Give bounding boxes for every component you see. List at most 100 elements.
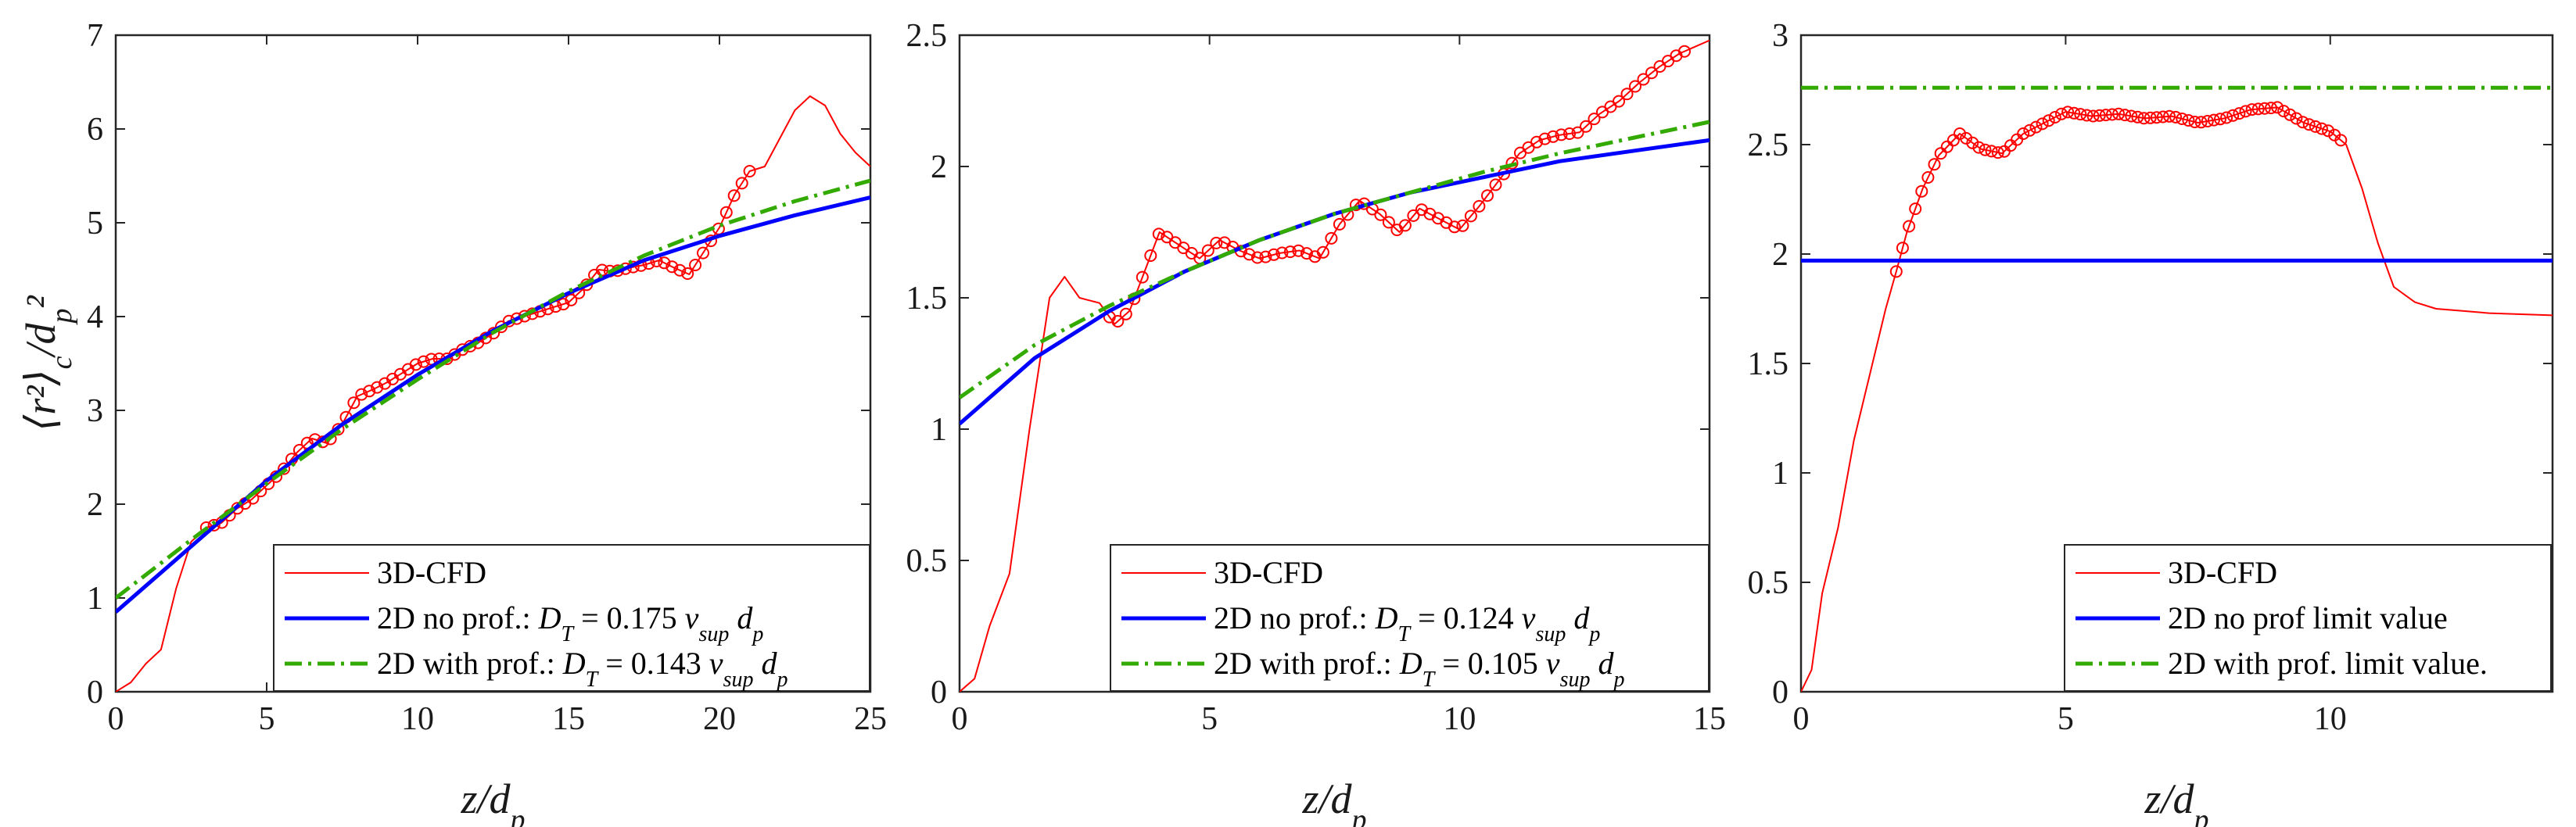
data-point-marker: [347, 396, 361, 410]
y-tick-label: 2: [1772, 237, 1788, 273]
data-point-marker: [2245, 103, 2258, 116]
data-point-marker: [2131, 110, 2144, 124]
data-point-marker: [1325, 231, 1338, 245]
data-point-marker: [2315, 122, 2328, 135]
y-tick-label: 0: [1772, 675, 1788, 711]
data-point-marker: [1119, 307, 1132, 320]
y-axis-label: ⟨r²⟩c/dp²: [17, 295, 78, 431]
data-point-marker: [1909, 202, 1922, 216]
series-group: [1801, 85, 2553, 692]
data-point-marker: [557, 298, 570, 311]
y-tick-label: 0: [87, 675, 103, 711]
data-point-marker: [2023, 124, 2036, 137]
x-tick-label: 20: [703, 701, 736, 737]
x-tick-label: 0: [952, 701, 968, 737]
y-tick-label: 1: [87, 581, 103, 617]
data-point-marker: [1530, 135, 1543, 149]
x-tick-label: 5: [2058, 701, 2074, 737]
data-point-marker: [1889, 265, 1903, 278]
data-point-marker: [1921, 171, 1935, 184]
legend-entry: 3D-CFD: [2168, 555, 2277, 590]
chart-panel-1: 0 5 10 15 20 25 0 1 2 3 4 5 6 7 z/dp ⟨r²⟩c/dp² 3D-CFD 2D …: [17, 18, 887, 827]
data-point-marker: [1136, 270, 1149, 284]
data-point-marker: [1464, 209, 1477, 223]
data-point-marker: [1407, 209, 1420, 222]
data-point-marker: [1300, 247, 1313, 260]
data-point-marker: [1555, 128, 1568, 141]
data-point-marker: [1934, 147, 1947, 160]
data-point-marker: [1201, 244, 1214, 257]
data-point-marker: [743, 165, 756, 177]
legend-entry: 2D with prof. limit value.: [2168, 646, 2488, 681]
y-tick-label: 3: [87, 393, 103, 429]
x-axis-label: z/dp: [460, 775, 525, 827]
data-point-marker: [658, 256, 671, 270]
legend-entry: 3D-CFD: [1214, 555, 1323, 590]
data-point-marker: [1588, 113, 1601, 126]
x-axis-label: z/dp: [2144, 775, 2208, 827]
data-point-marker: [1637, 73, 1650, 86]
data-point-marker: [1571, 126, 1584, 139]
data-point-marker: [565, 293, 578, 306]
data-point-marker: [1896, 242, 1909, 255]
data-point-marker: [1954, 127, 1966, 140]
legend-entry: 2D no prof.: DT = 0.124 vsup dp: [1214, 600, 1600, 646]
y-tick-label: 2.5: [1748, 127, 1789, 163]
data-point-marker: [1928, 158, 1941, 171]
data-point-marker: [2061, 106, 2075, 119]
data-point-marker: [1111, 315, 1125, 328]
data-point-marker: [2251, 102, 2265, 116]
data-point-marker: [2201, 115, 2214, 127]
data-point-marker: [1283, 245, 1297, 259]
data-point-marker: [697, 246, 709, 260]
data-point-marker: [1629, 80, 1641, 93]
data-point-marker: [2105, 108, 2119, 121]
data-point-marker: [409, 358, 422, 371]
data-point-marker: [1292, 244, 1305, 257]
data-point-marker: [1991, 146, 2004, 159]
data-point-marker: [681, 267, 694, 280]
data-point-marker: [2137, 112, 2151, 125]
data-point-marker: [1382, 216, 1395, 229]
y-tick-label: 6: [87, 112, 103, 148]
data-point-marker: [666, 260, 679, 274]
data-point-marker: [1940, 140, 1954, 153]
legend-formula: DT = 0.124 vsup dp: [1375, 600, 1601, 646]
y-tick-label: 0.5: [906, 543, 948, 579]
data-point-marker: [2239, 105, 2252, 118]
data-point-marker: [1152, 227, 1165, 241]
legend: 3D-CFD 2D no prof.: DT = 0.124 vsup dp2D …: [1110, 544, 1710, 692]
x-tick-label: 10: [1443, 701, 1476, 737]
legend-box: [273, 544, 870, 692]
data-point-marker: [735, 177, 748, 190]
x-tick-label: 10: [2314, 701, 2347, 737]
data-point-marker: [2048, 111, 2061, 124]
data-point-marker: [1678, 45, 1691, 58]
y-tick-label: 5: [87, 206, 103, 242]
y-tick-label: 2: [931, 149, 947, 185]
legend: 3D-CFD 2D no prof.: DT = 0.175 vsup dp2D …: [273, 544, 870, 692]
data-point-marker: [1275, 246, 1289, 260]
data-point-marker: [2093, 109, 2106, 122]
data-point-marker: [2169, 110, 2183, 124]
data-point-marker: [2144, 111, 2157, 124]
legend-box: [1110, 544, 1710, 692]
y-tick-label: 0: [931, 675, 947, 711]
data-point-marker: [1563, 127, 1576, 140]
x-tick-label: 5: [1201, 701, 1218, 737]
series-line-2d-with-prof: [116, 178, 870, 600]
data-point-marker: [1979, 143, 1992, 156]
data-point-marker: [2163, 109, 2176, 123]
data-point-marker: [1144, 249, 1157, 262]
x-tick-label: 10: [401, 701, 434, 737]
data-point-marker: [2055, 107, 2068, 120]
y-tick-label: 2.5: [906, 18, 948, 54]
legend-formula: DT = 0.143 vsup dp: [562, 646, 788, 692]
data-point-marker: [673, 263, 687, 277]
data-point-marker: [689, 259, 702, 271]
data-point-marker: [1915, 184, 1928, 198]
data-point-marker: [1972, 141, 1986, 154]
data-point-marker: [1374, 208, 1387, 221]
legend-entry: 2D no prof.: DT = 0.175 vsup dp: [377, 600, 763, 646]
